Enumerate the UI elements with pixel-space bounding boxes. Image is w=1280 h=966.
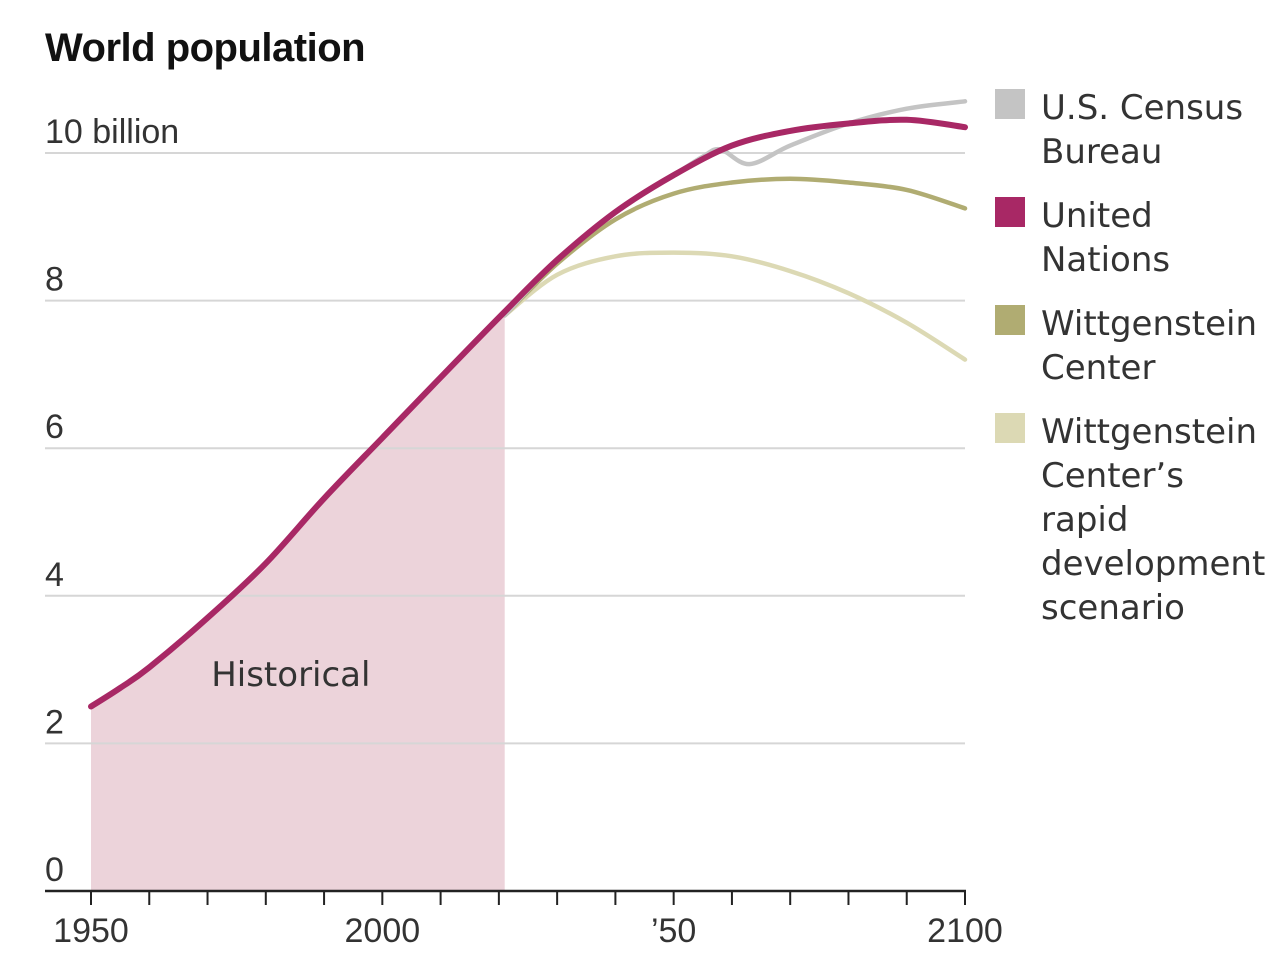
gridlines bbox=[45, 152, 965, 745]
y-tick-label: 6 bbox=[45, 408, 64, 446]
legend-label: scenario bbox=[1041, 588, 1185, 628]
historical-label: Historical bbox=[211, 655, 370, 695]
legend: U.S. Census Bureau United Nations Wittgenste… bbox=[995, 86, 1280, 650]
historical-region: Historical bbox=[91, 311, 505, 891]
legend-label: development bbox=[1041, 544, 1266, 584]
y-tick-label: 10 billion bbox=[45, 113, 179, 151]
chart-title: World population bbox=[45, 26, 366, 70]
series-lines bbox=[88, 99, 968, 710]
legend-item: Wittgenstein Center bbox=[995, 302, 1280, 390]
legend-item: United Nations bbox=[995, 194, 1280, 282]
y-tick-label: 0 bbox=[45, 851, 64, 889]
series-line bbox=[502, 176, 968, 318]
legend-swatch bbox=[995, 197, 1025, 227]
legend-swatch bbox=[995, 413, 1025, 443]
x-tick-label: 2100 bbox=[927, 912, 1003, 950]
y-tick-label: 8 bbox=[45, 261, 64, 299]
series-line bbox=[502, 250, 968, 362]
legend-item: Wittgenstein Center’s rapid development sce… bbox=[995, 410, 1280, 630]
legend-label: Center’s rapid bbox=[1041, 456, 1184, 540]
y-axis-labels: 0 2 4 6 8 10 billion bbox=[45, 113, 179, 889]
historical-area bbox=[91, 311, 505, 891]
x-axis bbox=[45, 889, 966, 905]
x-tick-label: 2000 bbox=[345, 912, 421, 950]
legend-item: U.S. Census Bureau bbox=[995, 86, 1280, 174]
legend-label: U.S. Census bbox=[1041, 88, 1244, 128]
legend-label: Bureau bbox=[1041, 132, 1163, 172]
x-tick-label: ’50 bbox=[651, 912, 696, 950]
y-tick-label: 4 bbox=[45, 556, 64, 594]
legend-label: Nations bbox=[1041, 240, 1171, 280]
legend-swatch bbox=[995, 89, 1025, 119]
y-tick-label: 2 bbox=[45, 703, 64, 741]
x-axis-labels: 1950 2000 ’50 2100 bbox=[53, 912, 1003, 950]
legend-label: Wittgenstein bbox=[1041, 304, 1257, 344]
legend-swatch bbox=[995, 305, 1025, 335]
legend-label: United bbox=[1041, 196, 1153, 236]
legend-label: Wittgenstein bbox=[1041, 412, 1257, 452]
series-line bbox=[502, 99, 968, 318]
legend-label: Center bbox=[1041, 348, 1156, 388]
x-tick-label: 1950 bbox=[53, 912, 129, 950]
series-line bbox=[88, 116, 968, 710]
